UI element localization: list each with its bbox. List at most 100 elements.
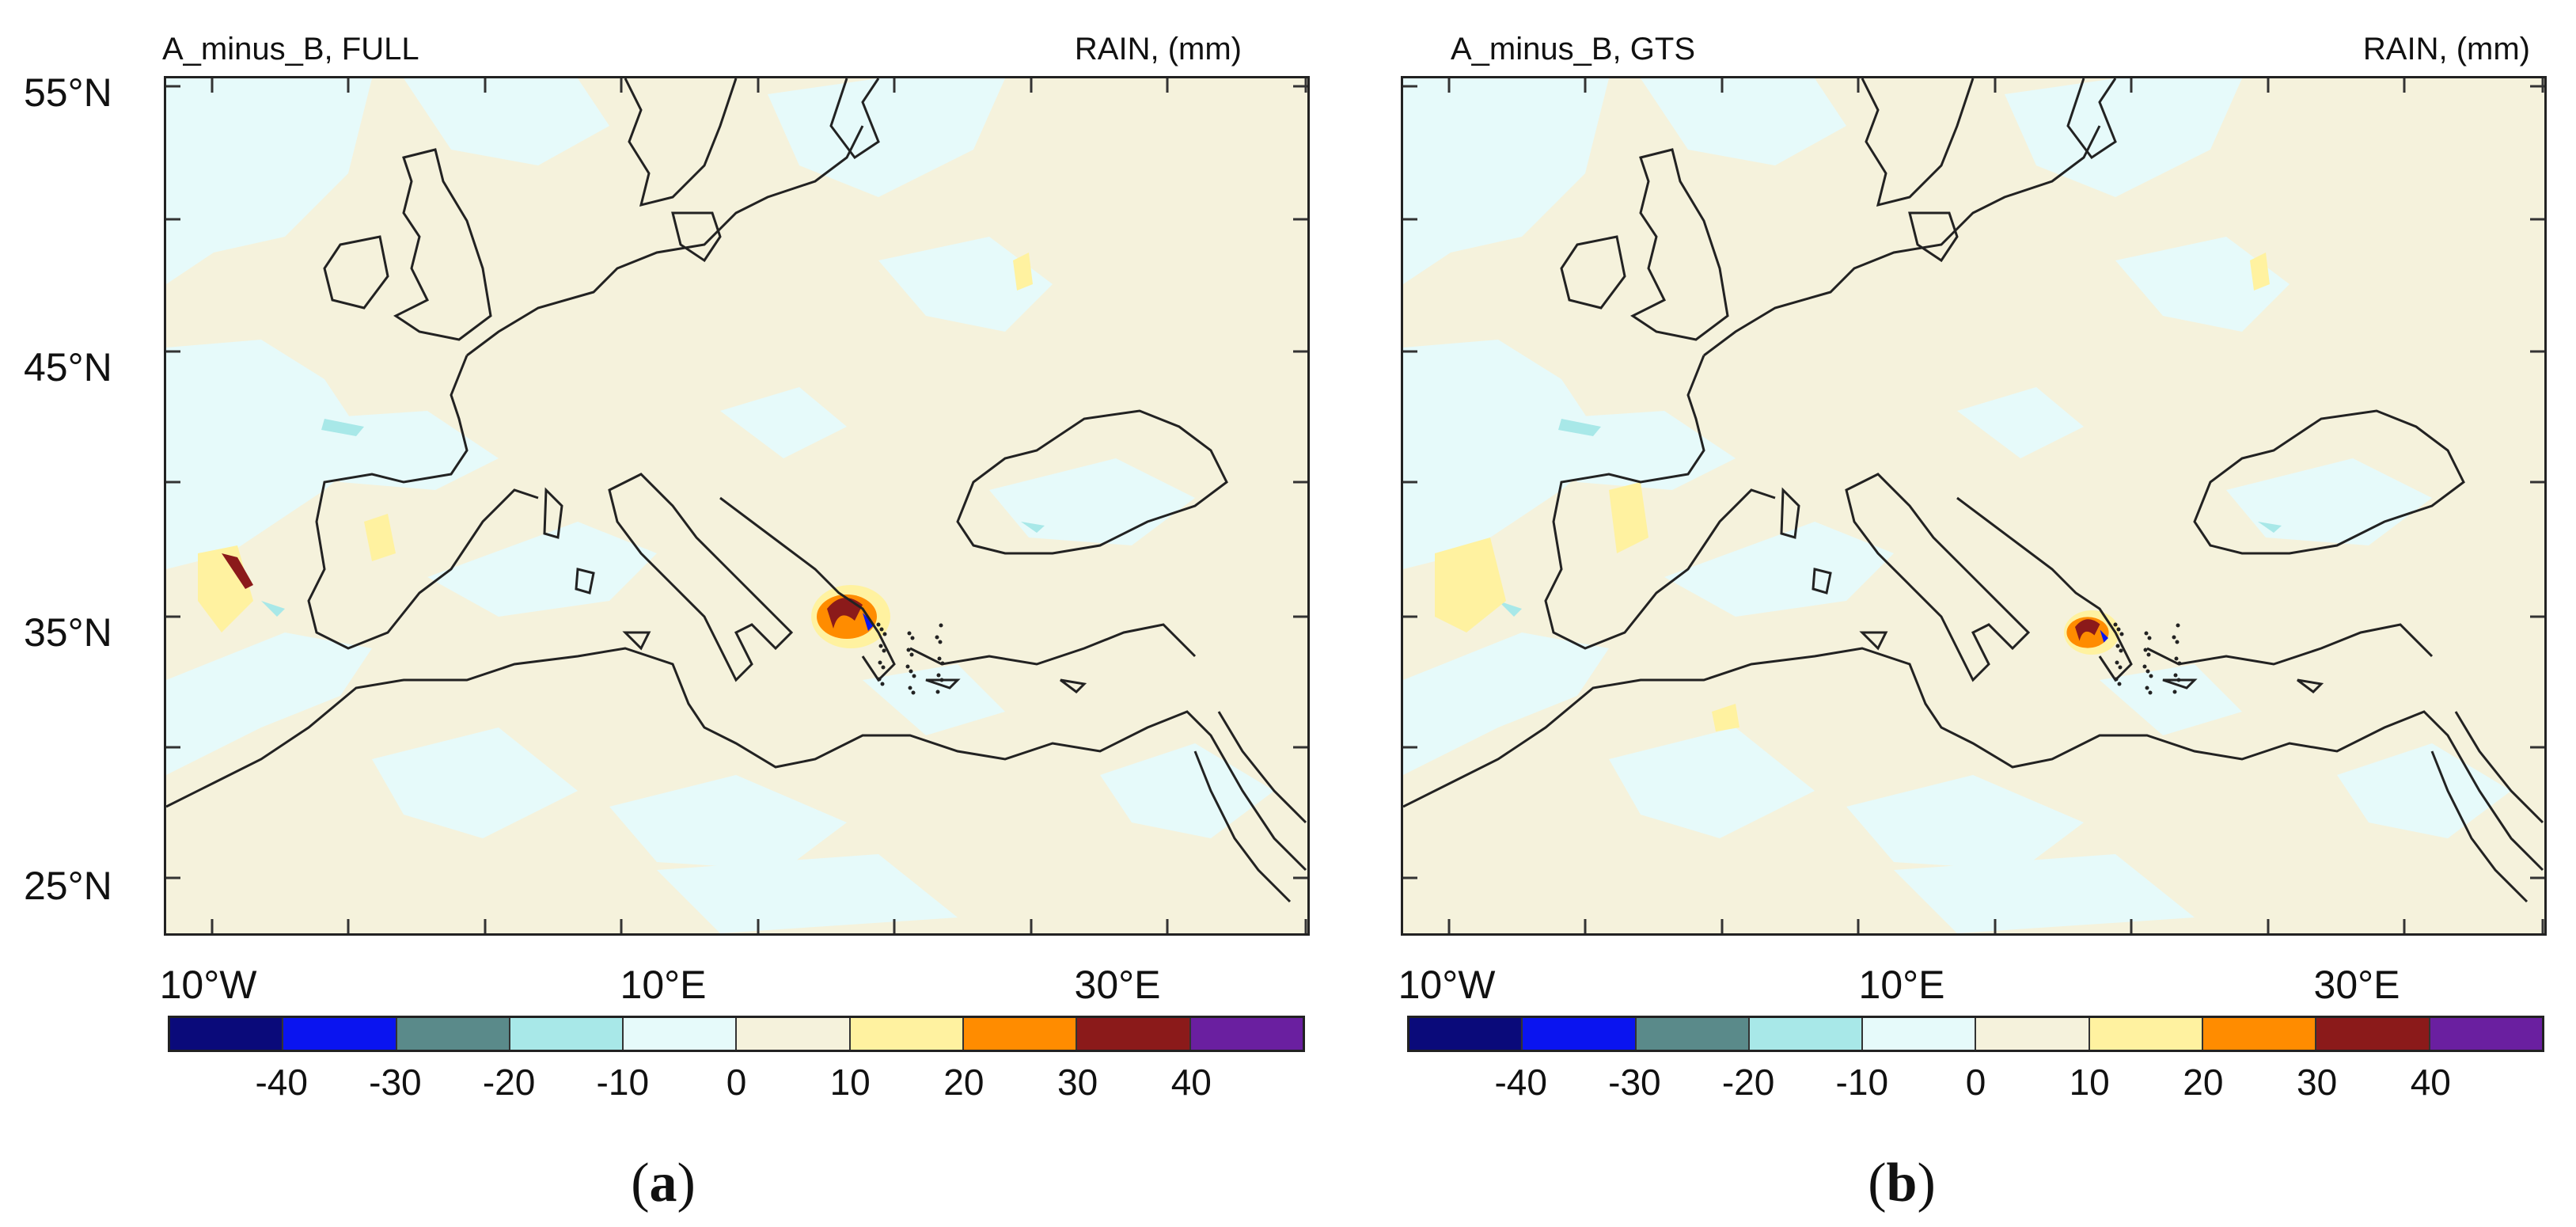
panel-variable-label: RAIN, (mm) bbox=[1074, 32, 1242, 66]
aegean-island bbox=[2114, 677, 2119, 682]
colorbar-segment bbox=[1749, 1018, 1864, 1050]
rain-difference-map bbox=[1403, 78, 2544, 933]
colorbar-tick-label: 30 bbox=[1057, 1062, 1098, 1103]
colorbar-segment bbox=[850, 1018, 965, 1050]
coastline bbox=[2146, 623, 2434, 666]
island-outline bbox=[1859, 631, 1888, 651]
map-area bbox=[1401, 76, 2547, 936]
panel-b: A_minus_B, GTS RAIN, (mm) 10°W 10°E 30°E… bbox=[1288, 0, 2576, 1227]
aegean-island bbox=[2116, 627, 2121, 632]
colorbar-tick-label: 40 bbox=[2410, 1062, 2451, 1103]
coastline bbox=[2193, 409, 2465, 555]
negative-rain-region bbox=[1894, 854, 2195, 933]
positive-rain-region bbox=[1013, 253, 1033, 291]
coastline bbox=[829, 78, 880, 160]
aegean-island bbox=[939, 678, 944, 682]
colorbar bbox=[1407, 1016, 2544, 1052]
negative-rain-region bbox=[1641, 78, 1846, 165]
negative-rain-region bbox=[609, 775, 847, 870]
positive-rain-region bbox=[1435, 538, 1506, 632]
colorbar-segment bbox=[1863, 1018, 1977, 1050]
colorbar-tick-label: 10 bbox=[829, 1062, 871, 1103]
lon-label-30e: 30°E bbox=[2313, 963, 2400, 1007]
negative-rain-region bbox=[2337, 743, 2511, 838]
colorbar-tick-label: -10 bbox=[1835, 1062, 1889, 1103]
negative-rain-region bbox=[720, 387, 847, 458]
aegean-island bbox=[2119, 632, 2124, 636]
colorbar-segment bbox=[624, 1018, 738, 1050]
lon-label-10w: 10°W bbox=[159, 963, 257, 1007]
coastline bbox=[1630, 148, 1729, 341]
lat-label-55n: 55°N bbox=[24, 70, 112, 115]
colorbar-tick-label: 40 bbox=[1170, 1062, 1212, 1103]
coastline bbox=[1956, 496, 2133, 682]
cyan-streak bbox=[321, 419, 364, 436]
colorbar-segment bbox=[1976, 1018, 2090, 1050]
coastline bbox=[719, 496, 896, 682]
coastline bbox=[1703, 125, 2101, 357]
coastline bbox=[1908, 211, 1959, 263]
negative-rain-region bbox=[2115, 237, 2290, 332]
colorbar-tick-label: 30 bbox=[2297, 1062, 2338, 1103]
colorbar-segment bbox=[964, 1018, 1078, 1050]
aegean-island bbox=[2146, 652, 2151, 657]
aegean-island bbox=[2172, 689, 2177, 694]
aegean-island bbox=[936, 673, 941, 678]
coastline bbox=[1560, 235, 1626, 310]
island-outline bbox=[1780, 487, 1800, 539]
negative-rain-region bbox=[166, 78, 372, 284]
colorbar-segment bbox=[1409, 1018, 1523, 1050]
aegean-island bbox=[877, 677, 882, 682]
aegean-island bbox=[909, 652, 914, 657]
colorbar-segment bbox=[2316, 1018, 2430, 1050]
colorbar-tick-label: -30 bbox=[1608, 1062, 1661, 1103]
hotspot-negative bbox=[2100, 629, 2108, 643]
strong-positive-streak bbox=[222, 553, 253, 589]
negative-rain-region bbox=[166, 632, 372, 775]
colorbar-segment bbox=[2203, 1018, 2317, 1050]
coastline bbox=[393, 148, 492, 341]
aegean-island bbox=[940, 661, 945, 666]
island-outline bbox=[1060, 678, 1087, 693]
rain-difference-map bbox=[166, 78, 1307, 933]
aegean-island bbox=[2115, 644, 2120, 648]
positive-rain-region bbox=[1609, 482, 1648, 553]
coastline bbox=[956, 409, 1228, 555]
island-outline bbox=[622, 631, 651, 651]
colorbar-segment bbox=[1523, 1018, 1637, 1050]
aegean-island bbox=[881, 665, 886, 670]
coastline bbox=[307, 355, 539, 650]
aegean-island bbox=[908, 686, 912, 690]
aegean-island bbox=[2176, 623, 2180, 628]
lat-label-25n: 25°N bbox=[24, 864, 112, 908]
map-area bbox=[164, 76, 1310, 936]
colorbar-segment bbox=[2089, 1018, 2204, 1050]
positive-rain-region bbox=[364, 514, 396, 561]
coastline bbox=[909, 623, 1197, 666]
aegean-island bbox=[2175, 640, 2180, 644]
positive-rain-region bbox=[2250, 253, 2270, 291]
colorbar-segment bbox=[1636, 1018, 1750, 1050]
colorbar-tick-label: 10 bbox=[2069, 1062, 2110, 1103]
colorbar-tick-label: 0 bbox=[1965, 1062, 1986, 1103]
aegean-island bbox=[878, 660, 882, 665]
aegean-island bbox=[911, 690, 916, 695]
negative-rain-region bbox=[1609, 727, 1815, 838]
island-outline bbox=[575, 568, 595, 595]
aegean-island bbox=[876, 622, 881, 627]
hotspot-core bbox=[827, 598, 863, 629]
cyan-streak bbox=[2258, 522, 2282, 533]
cyan-streak bbox=[1498, 601, 1522, 617]
aegean-island bbox=[912, 674, 916, 678]
colorbar-segment bbox=[396, 1018, 510, 1050]
aegean-island bbox=[880, 682, 885, 686]
aegean-island bbox=[909, 669, 913, 674]
coastline bbox=[323, 235, 389, 310]
aegean-island bbox=[2118, 665, 2123, 670]
aegean-island bbox=[2149, 674, 2153, 678]
aegean-island bbox=[2113, 622, 2118, 627]
aegean-island bbox=[2145, 686, 2149, 690]
negative-rain-region bbox=[878, 237, 1053, 332]
aegean-island bbox=[2115, 660, 2119, 665]
coastline bbox=[608, 473, 794, 682]
